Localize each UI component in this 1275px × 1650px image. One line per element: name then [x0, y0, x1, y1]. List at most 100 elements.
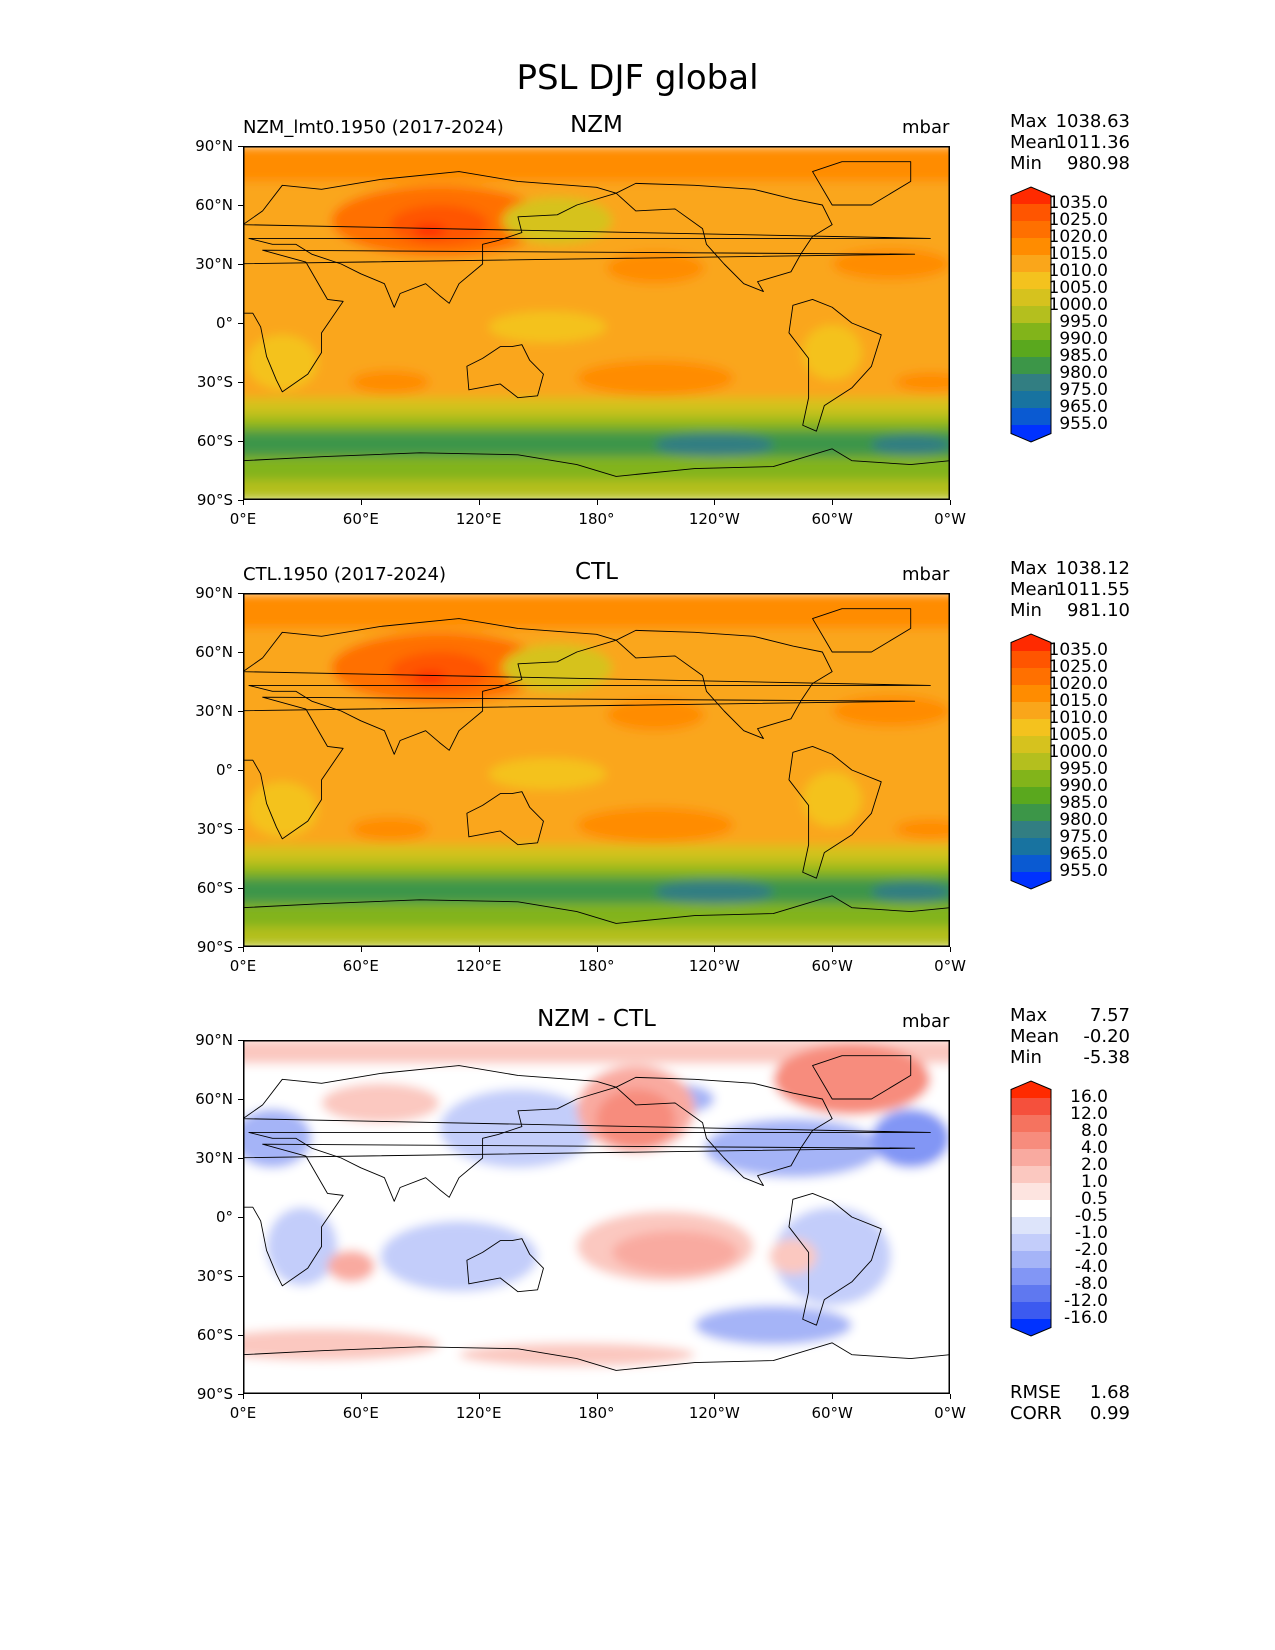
- x-tick-label: 0°W: [934, 957, 966, 975]
- field-contour: [266, 1207, 338, 1286]
- colorbar-segment: [1011, 1217, 1051, 1235]
- y-tick-label: 0°: [215, 314, 233, 332]
- y-tick-mark: [238, 1276, 243, 1277]
- x-tick-mark: [596, 947, 598, 952]
- stat-value: -5.38: [1083, 1047, 1130, 1068]
- colorbar-level-label: 975.0: [1059, 827, 1108, 847]
- colorbar-level-label: -16.0: [1064, 1308, 1108, 1328]
- colorbar-level-label: 1000.0: [1048, 742, 1108, 762]
- colorbar-level-label: 990.0: [1059, 776, 1108, 796]
- colorbar-outline: [1010, 633, 1052, 890]
- panel-units: mbar: [902, 1011, 950, 1032]
- field-contour: [413, 671, 446, 684]
- y-tick-label: 60°S: [196, 879, 233, 897]
- coastline: [243, 1065, 931, 1202]
- colorbar-level-label: 995.0: [1059, 312, 1108, 332]
- colorbar-level-label: 1025.0: [1048, 657, 1108, 677]
- field-contour: [871, 882, 950, 902]
- coastline: [788, 1192, 882, 1326]
- colorbar-level-label: 985.0: [1059, 793, 1108, 813]
- stat-value: 1038.12: [1055, 558, 1130, 579]
- colorbar-level-label: 4.0: [1080, 1138, 1108, 1158]
- colorbar: [1010, 186, 1052, 443]
- y-tick-label: 90°S: [196, 491, 233, 509]
- colorbar-outline: [1010, 186, 1052, 443]
- colorbar-segment: [1011, 306, 1051, 324]
- field-contour: [606, 699, 705, 731]
- x-tick-mark: [243, 947, 244, 952]
- coastline: [243, 895, 950, 947]
- colorbar-level-label: 1035.0: [1048, 193, 1108, 213]
- y-tick-label: 60°N: [195, 196, 233, 214]
- x-tick-mark: [950, 1394, 951, 1399]
- field-band: [243, 431, 950, 457]
- stat-value: 7.57: [1089, 1005, 1130, 1026]
- colorbar-segment: [1011, 838, 1051, 856]
- coastline: [243, 249, 916, 393]
- field-contour: [576, 360, 734, 396]
- colorbar-segment: [1011, 391, 1051, 409]
- field-contour: [246, 334, 318, 390]
- y-tick-mark: [238, 441, 243, 442]
- coastline: [812, 161, 912, 206]
- coastline: [812, 608, 912, 653]
- stat-value: 980.98: [1067, 153, 1130, 174]
- colorbar-segment: [1011, 702, 1051, 720]
- field-band: [243, 844, 950, 859]
- y-tick-mark: [238, 1099, 243, 1100]
- coastline: [788, 298, 882, 432]
- y-tick-label: 30°N: [195, 1149, 233, 1167]
- field-contour: [327, 1250, 375, 1282]
- field-contour: [871, 435, 950, 455]
- colorbar-segment: [1011, 1268, 1051, 1286]
- colorbar-segment: [1011, 753, 1051, 771]
- colorbar-level-label: 16.0: [1070, 1087, 1108, 1107]
- colorbar-level-label: 2.0: [1080, 1155, 1108, 1175]
- stat-label: Mean: [1010, 579, 1060, 600]
- y-tick-label: 90°N: [195, 584, 233, 602]
- x-tick-label: 60°W: [811, 957, 853, 975]
- field-contour: [612, 1230, 738, 1275]
- colorbar-level-label: 12.0: [1070, 1104, 1108, 1124]
- y-tick-mark: [238, 711, 243, 712]
- colorbar-level-label: 1010.0: [1048, 708, 1108, 728]
- coastline: [466, 344, 544, 399]
- colorbar-segment: [1011, 340, 1051, 358]
- x-tick-mark: [596, 500, 598, 505]
- stat-label: Min: [1010, 1047, 1042, 1068]
- x-tick-mark: [832, 947, 834, 952]
- colorbar-level-label: -12.0: [1064, 1291, 1108, 1311]
- colorbar-segment: [1011, 255, 1051, 273]
- colorbar-segment: [1011, 1149, 1051, 1167]
- panel-title: NZM: [570, 112, 623, 138]
- colorbar-segment: [1011, 668, 1051, 686]
- field-contour: [576, 807, 734, 843]
- x-tick-label: 60°E: [342, 510, 379, 528]
- x-tick-label: 180°: [578, 957, 615, 975]
- coastline: [243, 448, 950, 500]
- x-tick-mark: [243, 1394, 244, 1399]
- x-tick-label: 120°E: [455, 510, 502, 528]
- field-band: [243, 146, 950, 182]
- x-tick-label: 60°E: [342, 957, 379, 975]
- y-tick-mark: [238, 593, 243, 594]
- colorbar-level-label: 1005.0: [1048, 725, 1108, 745]
- x-tick-label: 120°E: [455, 1404, 502, 1422]
- stat-value: 1011.55: [1055, 579, 1130, 600]
- colorbar-segment: [1011, 408, 1051, 426]
- y-tick-label: 30°N: [195, 702, 233, 720]
- panel-units: mbar: [902, 564, 950, 585]
- colorbar-segment: [1011, 787, 1051, 805]
- colorbar-segment: [1011, 1302, 1051, 1320]
- y-tick-label: 30°N: [195, 255, 233, 273]
- colorbar-segment: [1011, 1098, 1051, 1116]
- x-tick-mark: [478, 500, 480, 505]
- colorbar-level-label: 1025.0: [1048, 210, 1108, 230]
- field-contour: [413, 224, 446, 237]
- field-contour: [246, 781, 318, 837]
- field-contour: [655, 433, 774, 457]
- field-contour: [502, 197, 613, 245]
- x-tick-label: 0°E: [229, 1404, 257, 1422]
- y-tick-label: 90°S: [196, 1385, 233, 1403]
- colorbar-level-label: 8.0: [1080, 1121, 1108, 1141]
